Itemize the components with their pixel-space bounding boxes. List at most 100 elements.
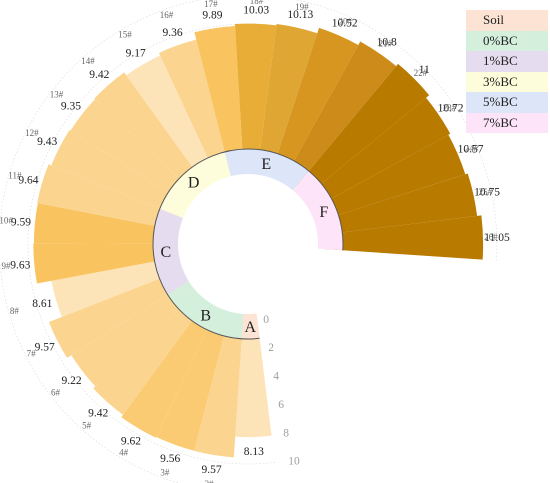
value-label-17#: 9.89 <box>202 9 222 21</box>
bar-1# <box>235 319 272 438</box>
value-label-13#: 9.35 <box>61 101 81 113</box>
value-label-7#: 9.57 <box>35 342 55 354</box>
bar-17# <box>194 25 244 171</box>
legend: Soil 0%BC 1%BC 3%BC 5%BC 7%BC <box>466 10 548 133</box>
group-letter-D: D <box>188 174 200 191</box>
group-ring: A B C D E F <box>152 148 344 340</box>
radial-tick-label-0: 0 <box>263 314 269 326</box>
category-label-17#: 17# <box>204 0 218 9</box>
category-label-21#: 21# <box>379 38 393 48</box>
bar-11# <box>37 164 178 230</box>
value-label-1#: 8.13 <box>244 446 264 458</box>
group-segment-E <box>224 149 309 191</box>
group-segment-F <box>292 171 343 251</box>
bar-3# <box>156 312 229 451</box>
radial-tick-label-8: 8 <box>283 427 289 439</box>
value-labels: 8.13 9.57 9.56 9.62 9.42 9.22 9.57 8.61 9.63 9.59… <box>10 5 510 476</box>
bar-22# <box>296 63 430 196</box>
group-letter-C: C <box>161 244 172 261</box>
bar-25# <box>320 173 478 235</box>
bar-26# <box>323 215 484 260</box>
group-letter-F: F <box>319 204 328 221</box>
radial-tick-label-2: 2 <box>268 342 274 354</box>
category-label-15#: 15# <box>118 29 132 39</box>
value-label-3#: 9.56 <box>160 453 180 465</box>
group-segment-B <box>167 281 244 339</box>
value-label-21#: 10.8 <box>377 36 397 48</box>
legend-label: 3%BC <box>483 73 518 89</box>
grid-ring-12 <box>0 0 498 483</box>
bar-7# <box>48 271 184 358</box>
value-label-8#: 8.61 <box>32 298 52 310</box>
category-label-26#: 26# <box>484 232 498 242</box>
value-label-6#: 9.22 <box>61 375 81 387</box>
bar-4# <box>121 305 216 438</box>
category-label-20#: 20# <box>339 16 353 26</box>
bar-8# <box>51 257 178 317</box>
bar-6# <box>71 284 193 387</box>
bar-14# <box>94 72 204 192</box>
value-label-18#: 10.03 <box>243 5 269 17</box>
bar-12# <box>51 129 184 216</box>
bar-13# <box>70 99 193 204</box>
bar-10# <box>33 203 174 244</box>
bar-15# <box>126 55 216 183</box>
category-label-1#: 1# <box>250 482 260 483</box>
bar-23# <box>306 97 451 208</box>
radial-tick-label-4: 4 <box>273 371 279 383</box>
category-label-3#: 3# <box>160 467 170 477</box>
category-label-8#: 8# <box>10 306 20 316</box>
category-label-12#: 12# <box>25 128 39 138</box>
group-letter-E: E <box>261 156 271 173</box>
category-label-7#: 7# <box>27 349 37 359</box>
value-label-11#: 9.64 <box>18 174 38 186</box>
value-label-12#: 9.43 <box>37 136 57 148</box>
category-label-18#: 18# <box>250 0 264 6</box>
value-label-22#: 11 <box>419 64 430 76</box>
legend-item-E: 5%BC <box>466 92 548 113</box>
radial-tick-label-10: 10 <box>288 456 300 468</box>
value-label-14#: 9.42 <box>89 69 109 81</box>
category-label-6#: 6# <box>51 387 61 397</box>
legend-item-C: 1%BC <box>466 51 548 72</box>
category-label-2#: 2# <box>205 479 215 483</box>
radial-tick-label-6: 6 <box>278 399 284 411</box>
value-label-25#: 10.75 <box>474 186 500 198</box>
bar-16# <box>158 39 230 176</box>
group-segment-C <box>153 208 189 295</box>
value-label-9#: 9.63 <box>10 260 30 272</box>
category-label-10#: 10# <box>0 215 13 225</box>
value-label-2#: 9.57 <box>202 464 222 476</box>
legend-label: 1%BC <box>483 53 518 69</box>
legend-item-B: 0%BC <box>466 30 548 51</box>
bars-group <box>33 23 484 458</box>
legend-label: 0%BC <box>483 32 518 48</box>
bar-9# <box>33 243 174 284</box>
category-label-4#: 4# <box>119 448 129 458</box>
category-label-22#: 22# <box>414 68 428 78</box>
radial-axis-ticks: 024681012 <box>263 314 300 468</box>
value-label-23#: 10.72 <box>438 102 464 114</box>
legend-label: 7%BC <box>483 114 518 130</box>
value-label-15#: 9.17 <box>126 47 146 59</box>
bar-21# <box>284 41 397 186</box>
group-letter-A: A <box>245 319 257 336</box>
bar-18# <box>234 23 277 169</box>
legend-item-A: Soil <box>466 10 548 31</box>
group-segment-D <box>159 151 231 219</box>
group-ring-outline <box>152 148 344 340</box>
value-label-4#: 9.62 <box>121 435 141 447</box>
category-label-9#: 9# <box>2 261 12 271</box>
value-label-26#: 11.05 <box>484 232 510 244</box>
category-label-19#: 19# <box>295 2 309 12</box>
category-labels: 1# 2# 3# 4# 5# 6# 7# 8# 9# 10# 11# 12# 13# 14# 15# 16# 1… <box>0 0 498 483</box>
category-label-13#: 13# <box>50 89 64 99</box>
category-label-25#: 25# <box>479 187 493 197</box>
category-label-14#: 14# <box>81 56 95 66</box>
category-label-23#: 23# <box>443 103 457 113</box>
group-letter-B: B <box>200 307 211 324</box>
category-label-11#: 11# <box>8 170 22 180</box>
category-label-16#: 16# <box>160 10 174 20</box>
legend-item-D: 3%BC <box>466 71 548 92</box>
